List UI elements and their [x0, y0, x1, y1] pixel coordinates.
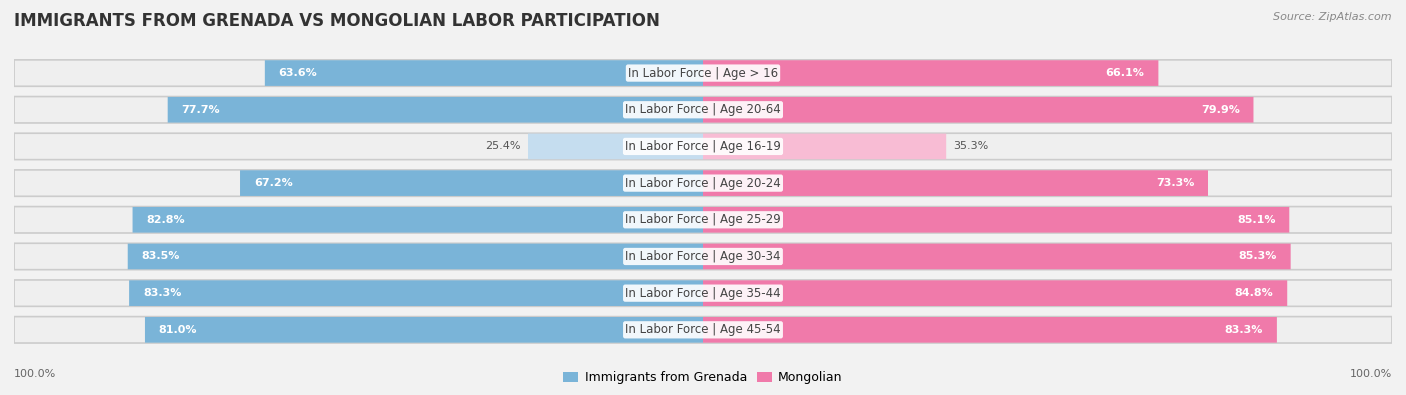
Text: In Labor Force | Age 20-24: In Labor Force | Age 20-24 [626, 177, 780, 190]
FancyBboxPatch shape [703, 317, 1277, 342]
Text: 67.2%: 67.2% [254, 178, 292, 188]
FancyBboxPatch shape [703, 244, 1291, 269]
Text: 84.8%: 84.8% [1234, 288, 1274, 298]
Text: In Labor Force | Age 20-64: In Labor Force | Age 20-64 [626, 103, 780, 116]
Text: 77.7%: 77.7% [181, 105, 221, 115]
Legend: Immigrants from Grenada, Mongolian: Immigrants from Grenada, Mongolian [558, 366, 848, 389]
FancyBboxPatch shape [703, 170, 1208, 196]
Text: Source: ZipAtlas.com: Source: ZipAtlas.com [1274, 12, 1392, 22]
Text: IMMIGRANTS FROM GRENADA VS MONGOLIAN LABOR PARTICIPATION: IMMIGRANTS FROM GRENADA VS MONGOLIAN LAB… [14, 12, 659, 30]
FancyBboxPatch shape [14, 243, 1392, 270]
FancyBboxPatch shape [703, 60, 1159, 86]
FancyBboxPatch shape [703, 280, 1288, 306]
FancyBboxPatch shape [14, 133, 1392, 160]
Text: 79.9%: 79.9% [1201, 105, 1240, 115]
FancyBboxPatch shape [14, 60, 1392, 86]
FancyBboxPatch shape [529, 134, 703, 159]
Text: 85.1%: 85.1% [1237, 215, 1275, 225]
Text: 25.4%: 25.4% [485, 141, 522, 151]
FancyBboxPatch shape [703, 97, 1254, 122]
Text: In Labor Force | Age 35-44: In Labor Force | Age 35-44 [626, 287, 780, 300]
Text: In Labor Force | Age 16-19: In Labor Force | Age 16-19 [626, 140, 780, 153]
FancyBboxPatch shape [128, 244, 703, 269]
Text: In Labor Force | Age > 16: In Labor Force | Age > 16 [628, 67, 778, 79]
FancyBboxPatch shape [129, 280, 703, 306]
FancyBboxPatch shape [264, 60, 703, 86]
FancyBboxPatch shape [703, 207, 1289, 233]
FancyBboxPatch shape [703, 134, 946, 159]
Text: 63.6%: 63.6% [278, 68, 318, 78]
Text: 100.0%: 100.0% [14, 369, 56, 379]
FancyBboxPatch shape [14, 280, 1392, 307]
FancyBboxPatch shape [145, 317, 703, 342]
Text: 66.1%: 66.1% [1105, 68, 1144, 78]
Text: 73.3%: 73.3% [1156, 178, 1194, 188]
Text: In Labor Force | Age 45-54: In Labor Force | Age 45-54 [626, 324, 780, 336]
Text: 35.3%: 35.3% [953, 141, 988, 151]
Text: In Labor Force | Age 30-34: In Labor Force | Age 30-34 [626, 250, 780, 263]
Text: 100.0%: 100.0% [1350, 369, 1392, 379]
Text: 83.3%: 83.3% [1225, 325, 1263, 335]
FancyBboxPatch shape [132, 207, 703, 233]
Text: In Labor Force | Age 25-29: In Labor Force | Age 25-29 [626, 213, 780, 226]
FancyBboxPatch shape [240, 170, 703, 196]
FancyBboxPatch shape [167, 97, 703, 122]
Text: 83.5%: 83.5% [142, 252, 180, 261]
Text: 81.0%: 81.0% [159, 325, 197, 335]
Text: 83.3%: 83.3% [143, 288, 181, 298]
FancyBboxPatch shape [14, 207, 1392, 233]
Text: 82.8%: 82.8% [146, 215, 186, 225]
FancyBboxPatch shape [14, 317, 1392, 343]
Text: 85.3%: 85.3% [1239, 252, 1277, 261]
FancyBboxPatch shape [14, 96, 1392, 123]
FancyBboxPatch shape [14, 170, 1392, 196]
